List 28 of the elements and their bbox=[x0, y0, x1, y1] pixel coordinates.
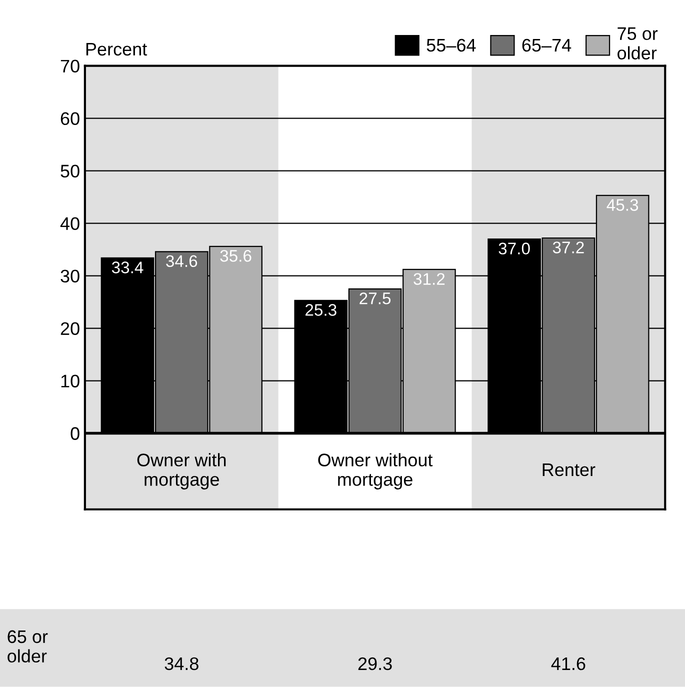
text: 34.8 bbox=[164, 657, 198, 670]
data-label: 25.3 bbox=[306, 304, 336, 316]
data-label: 37.0 bbox=[498, 242, 530, 254]
y-tick-label: 70 bbox=[60, 60, 80, 73]
legend-label: 55–64 bbox=[426, 38, 476, 52]
data-label: 33.4 bbox=[112, 262, 144, 274]
y-tick-label: 20 bbox=[60, 322, 80, 335]
y-tick-label: 10 bbox=[61, 374, 80, 388]
data-label: 37.2 bbox=[552, 242, 584, 254]
text: 29.3 bbox=[358, 657, 392, 670]
text: 41.6 bbox=[551, 657, 586, 670]
text: 65 or older bbox=[8, 630, 48, 663]
x-tick-label: Owner without mortgage bbox=[318, 453, 433, 490]
legend-label: 75 or older bbox=[618, 27, 658, 60]
x-tick-label: Owner with mortgage bbox=[137, 453, 226, 490]
x-tick-label: Renter bbox=[542, 464, 596, 476]
y-axis-title: Percent bbox=[86, 43, 148, 56]
data-label: 27.5 bbox=[360, 292, 391, 304]
data-label: 31.2 bbox=[414, 273, 445, 285]
y-tick-label: 0 bbox=[70, 427, 80, 440]
y-tick-label: 40 bbox=[60, 217, 80, 230]
data-label: 35.6 bbox=[220, 250, 252, 262]
data-label: 34.6 bbox=[166, 255, 198, 268]
y-tick-label: 50 bbox=[60, 164, 80, 178]
y-tick-label: 60 bbox=[60, 112, 80, 126]
legend-label: 65–74 bbox=[522, 38, 572, 52]
y-tick-label: 30 bbox=[60, 270, 80, 283]
data-label: 45.3 bbox=[606, 199, 638, 211]
